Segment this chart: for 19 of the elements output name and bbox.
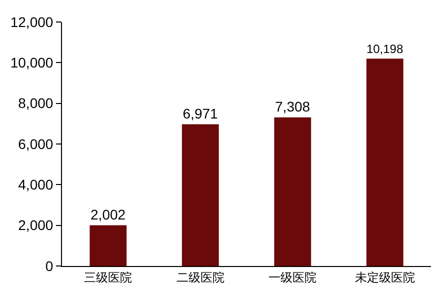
bar (90, 225, 127, 266)
x-tick-label: 一级医院 (268, 270, 317, 284)
y-tick-label: 2,000 (18, 217, 54, 234)
y-tick-label: 12,000 (10, 14, 54, 30)
bar (274, 117, 312, 266)
x-tick-label: 二级医院 (176, 270, 224, 284)
y-tick-label: 4,000 (18, 176, 54, 193)
y-tick-label: 10,000 (10, 54, 54, 71)
y-tick-label: 6,000 (18, 136, 54, 152)
data-label: 7,308 (275, 98, 310, 114)
y-tick-label: 0 (45, 258, 54, 274)
x-tick-label: 未定级医院 (354, 270, 415, 284)
data-label: 10,198 (366, 42, 404, 56)
y-tick-label: 8,000 (18, 95, 54, 112)
bar (366, 58, 404, 266)
x-tick-label: 三级医院 (84, 270, 132, 284)
bar (182, 124, 219, 266)
data-label: 6,971 (182, 105, 218, 122)
data-label: 2,002 (90, 206, 126, 222)
